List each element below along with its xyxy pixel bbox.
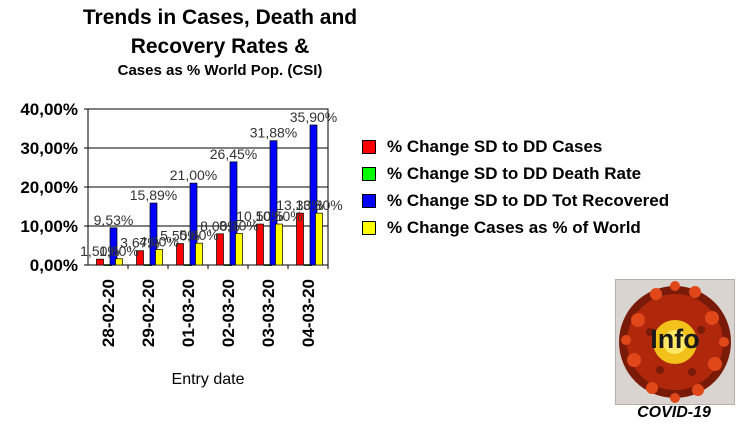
badge-info-text: Info [650,324,700,354]
legend-swatch [362,139,376,154]
data-label: 26,45% [210,146,257,162]
bar [229,161,238,266]
chart-title-line-2: Recovery Rates & [130,35,310,58]
legend-label: % Change SD to DD Tot Recovered [387,190,670,210]
bar [109,227,118,266]
legend-swatch [362,193,376,208]
chart-legend: % Change SD to DD Cases % Change SD to DD… [362,133,669,241]
legend-item: % Change SD to DD Tot Recovered [362,187,669,214]
y-tick-label: 30,00% [20,139,78,158]
x-tick-label: 28-02-20 [99,279,118,347]
bar-chart: 0,00% 10,00% 20,00% 30,00% 40,00% 28-02-20 29-… [20,100,342,388]
virus-icon [619,281,731,403]
data-label: 3,67% [120,235,160,251]
legend-label: % Change SD to DD Cases [387,136,603,156]
x-tick-label: 04-03-20 [299,279,318,347]
bar [96,258,104,266]
bar [275,223,283,266]
data-label: 5,50% [160,228,200,244]
x-axis-label: Entry date [172,371,245,388]
legend-item: % Change SD to DD Cases [362,133,669,160]
data-label: 15,89% [130,187,177,203]
data-label: 8,10% [219,217,259,233]
data-label: 9,53% [94,212,134,228]
data-label: 10,50% [255,208,302,224]
x-tick-label: 29-02-20 [139,279,158,347]
data-label: 13,30% [295,197,342,213]
data-label: 10,50% [236,208,283,224]
x-tick-label: 01-03-20 [179,279,198,347]
badge-label: COVID-19 [637,404,711,421]
bar [216,233,224,266]
x-tick-label: 02-03-20 [219,279,238,347]
data-label: 5,60% [179,227,219,243]
data-label: 8,00% [200,218,240,234]
data-label: 35,90% [290,109,337,125]
bar [136,250,144,266]
bar [189,182,198,266]
bar [195,242,203,266]
legend-swatch [362,220,376,235]
bar [256,223,264,266]
bar [235,233,243,266]
legend-item: % Change SD to DD Death Rate [362,160,669,187]
y-tick-label: 40,00% [20,100,78,119]
data-label: 31,88% [250,125,297,141]
data-label: 13,30% [276,197,323,213]
bar [149,202,158,266]
covid-info-badge: Info [615,279,735,405]
data-label: 4,00% [139,233,179,249]
legend-swatch [362,166,376,181]
bar [176,243,184,266]
y-tick-label: 0,00% [30,256,78,275]
data-label: 21,00% [170,167,217,183]
bar [296,212,304,266]
legend-label: % Change Cases as % of World [387,217,641,237]
data-label: 1,60% [99,243,139,259]
bar [155,249,163,266]
y-tick-label: 20,00% [20,178,78,197]
bar [315,212,323,266]
chart-title-line-1: Trends in Cases, Death and [82,6,358,29]
bar [269,140,278,266]
legend-label: % Change SD to DD Death Rate [387,163,642,183]
data-label: 1,50% [80,243,120,259]
y-tick-label: 10,00% [20,217,78,236]
bar [309,124,318,266]
chart-subtitle: Cases as % World Pop. (CSI) [117,62,323,79]
legend-item: % Change Cases as % of World [362,214,669,241]
bar [115,258,123,266]
x-tick-label: 03-03-20 [259,279,278,347]
